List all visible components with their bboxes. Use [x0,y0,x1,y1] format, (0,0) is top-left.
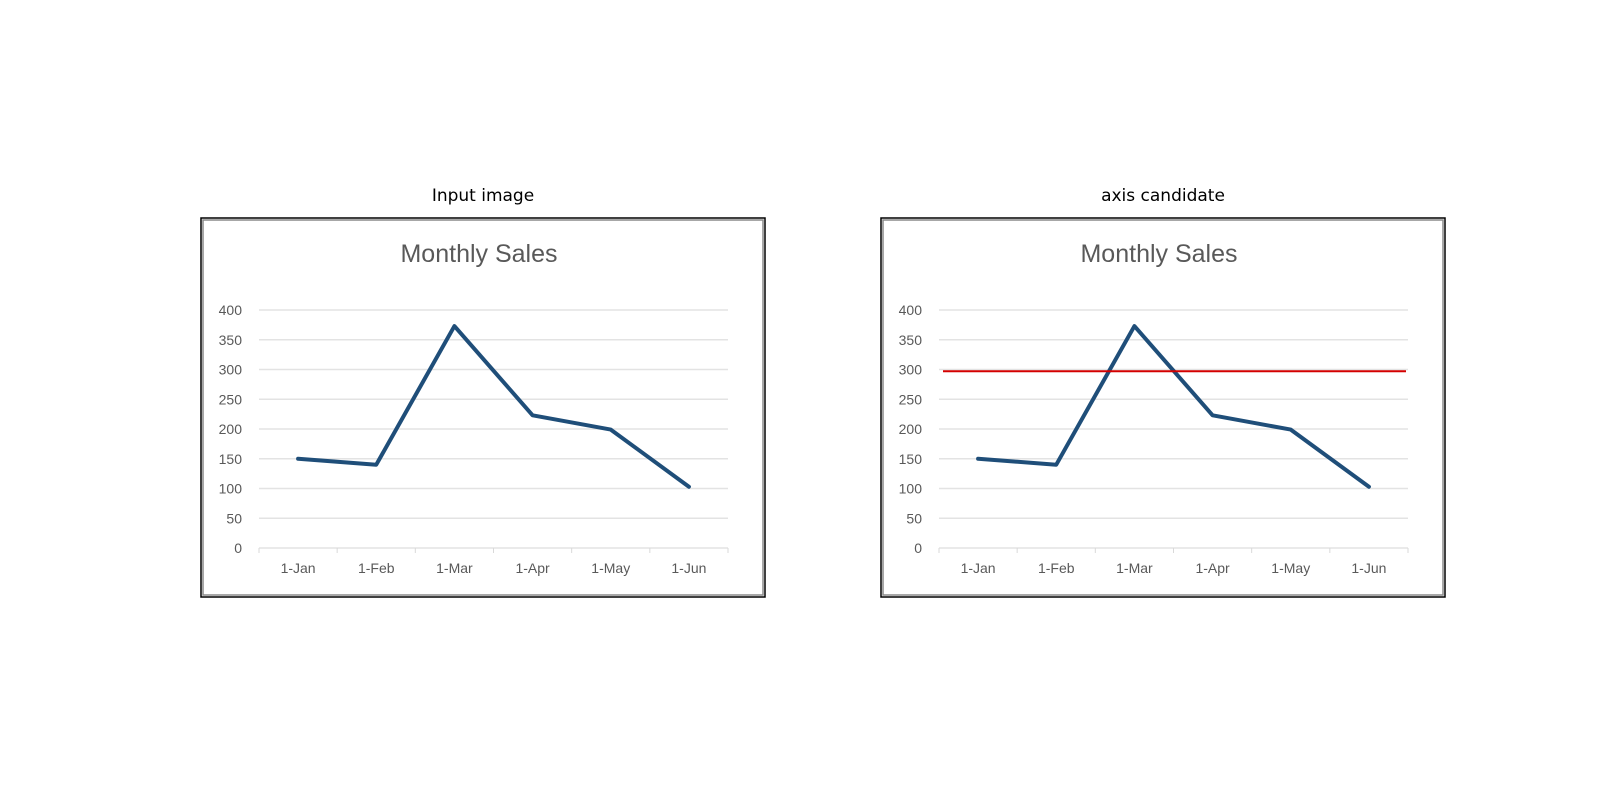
chart-title: Monthly Sales [1080,240,1237,268]
x-tick-label: 1-Jun [1351,560,1386,576]
y-tick-label: 300 [899,362,923,378]
x-tick-label: 1-Feb [358,560,395,576]
x-tick-label: 1-Mar [1116,560,1153,576]
data-point [1289,428,1293,432]
chart-inner-frame [882,219,1444,596]
data-point [1132,324,1136,328]
y-tick-label: 250 [899,391,923,407]
x-tick-label: 1-Apr [515,560,550,576]
data-point [296,457,300,461]
panel-title: Input image [431,186,535,206]
data-point [687,485,691,489]
y-tick-label: 300 [219,362,243,378]
y-tick-label: 250 [219,391,243,407]
data-point [976,457,980,461]
chart-title: Monthly Sales [400,240,557,268]
y-tick-label: 400 [899,302,923,318]
data-point [1211,413,1215,417]
y-tick-label: 350 [899,332,923,348]
series-line [296,324,691,489]
y-tick-label: 100 [219,481,243,497]
data-point [374,463,378,467]
line-chart: Monthly Sales 0 50 100 150 200 250 300 350 400 1-J… [880,217,1446,598]
line-chart: Monthly Sales 0 50 100 150 200 250 300 350 400 1-J… [200,217,766,598]
x-tick-label: 1-Apr [1195,560,1230,576]
data-point [1367,485,1371,489]
chart-frame [200,217,766,598]
y-tick-label: 50 [226,510,242,526]
y-tick-label: 350 [219,332,243,348]
chart-inner-frame [202,219,764,596]
data-point [609,428,613,432]
y-tick-label: 400 [219,302,243,318]
x-tick-label: 1-Feb [1038,560,1075,576]
y-tick-label: 150 [219,451,243,467]
chart-frame [880,217,1446,598]
x-tick-label: 1-May [591,560,630,576]
axis-candidate-panel: axis candidate Monthly Sales 0 50 100 150 200… [880,186,1446,598]
data-point [452,324,456,328]
y-tick-label: 0 [234,540,242,556]
y-tick-label: 200 [219,421,243,437]
data-point [531,413,535,417]
y-tick-label: 200 [899,421,923,437]
data-point [1054,463,1058,467]
panel-title: axis candidate [1101,186,1225,206]
y-tick-label: 150 [899,451,923,467]
x-tick-label: 1-Jun [671,560,706,576]
x-tick-label: 1-Mar [436,560,473,576]
y-tick-label: 100 [899,481,923,497]
y-tick-label: 50 [906,510,922,526]
y-tick-label: 0 [914,540,922,556]
x-tick-label: 1-May [1271,560,1310,576]
input-image-panel: Input image Monthly Sales 0 50 100 150 200 250… [200,186,766,598]
x-tick-label: 1-Jan [281,560,316,576]
x-tick-label: 1-Jan [961,560,996,576]
